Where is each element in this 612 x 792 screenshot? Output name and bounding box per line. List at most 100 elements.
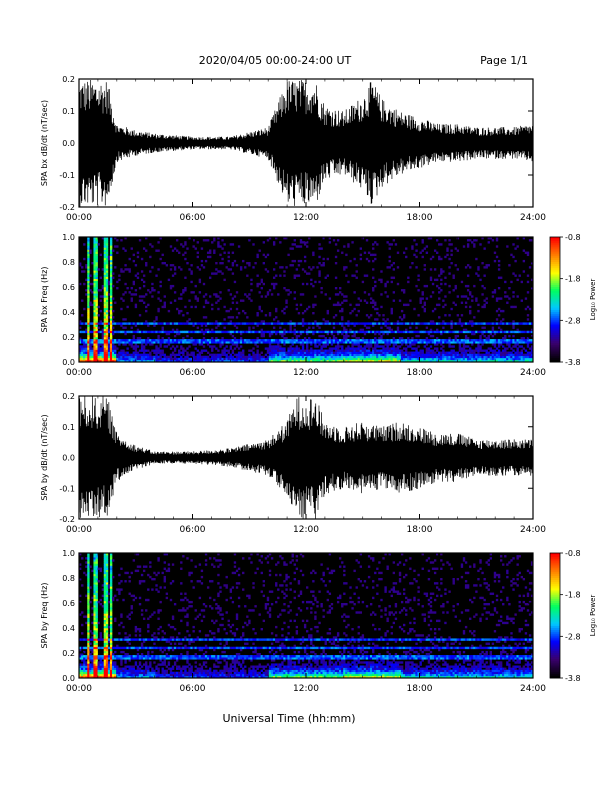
spectrogram-cell: [248, 339, 251, 342]
spectrogram-cell: [314, 339, 317, 342]
spectrogram-cell: [124, 655, 127, 658]
spectrogram-cell: [530, 347, 534, 350]
spectrogram-cell: [213, 339, 216, 342]
spectrogram-cell: [491, 326, 495, 329]
spectrogram-cell: [87, 619, 90, 623]
spectrogram-cell: [277, 343, 280, 346]
spectrogram-cell: [380, 339, 383, 342]
spectrogram-cell: [330, 359, 334, 363]
spectrogram-cell: [97, 341, 100, 344]
spectrogram-cell: [411, 353, 414, 357]
colorbar-tick-label: -0.8: [565, 233, 581, 242]
spectrogram-cell: [116, 239, 119, 242]
spectrogram-cell: [118, 592, 121, 595]
spectrogram-cell: [93, 332, 96, 336]
spectrogram-cell: [211, 359, 214, 363]
spectrogram-cell: [483, 322, 486, 325]
spectrogram-cell: [105, 634, 109, 637]
spectrogram-cell: [95, 640, 98, 643]
spectrogram-cell: [136, 638, 140, 641]
spectrogram-cell: [93, 569, 96, 573]
spectrogram-cell: [128, 339, 131, 342]
spectrogram-cell: [415, 357, 418, 361]
spectrogram-cell: [471, 339, 474, 342]
spectrogram-cell: [372, 347, 375, 350]
spectrogram-cell: [471, 330, 474, 334]
spectrogram-cell: [429, 334, 433, 338]
spectrogram-cell: [460, 347, 464, 350]
colorbar-swatch: [550, 316, 560, 319]
spectrogram-cell: [81, 665, 84, 668]
spectrogram-cell: [157, 355, 160, 359]
spectrogram-cell: [142, 355, 146, 359]
spectrogram-cell: [400, 351, 404, 354]
spectrogram-cell: [417, 345, 420, 348]
spectrogram-cell: [359, 353, 363, 357]
spectrogram-cell: [83, 650, 86, 654]
spectrogram-cell: [169, 359, 173, 363]
spectrogram-cell: [235, 355, 239, 359]
spectrogram-cell: [423, 353, 426, 357]
spectrogram-cell: [134, 353, 138, 357]
spectrogram-cell: [485, 301, 488, 304]
spectrogram-cell: [87, 278, 90, 282]
spectrogram-cell: [398, 322, 402, 325]
spectrogram-cell: [145, 293, 148, 296]
spectrogram-cell: [134, 289, 138, 292]
spectrogram-cell: [93, 632, 96, 635]
spectrogram-cell: [336, 239, 340, 242]
spectrogram-cell: [392, 239, 396, 242]
spectrogram-cell: [97, 351, 100, 354]
spectrogram-cell: [433, 359, 437, 363]
spectrogram-cell: [402, 353, 406, 357]
spectrogram-cell: [402, 347, 406, 350]
spectrogram-cell: [79, 675, 82, 679]
spectrogram-cell: [456, 330, 460, 334]
spectrogram-cell: [116, 245, 119, 248]
spectrogram-cell: [256, 341, 259, 344]
spectrogram-cell: [91, 291, 94, 294]
spectrogram-cell: [219, 297, 222, 300]
spectrogram-cell: [516, 359, 519, 363]
spectrogram-cell: [314, 351, 317, 354]
spectrogram-cell: [89, 343, 92, 346]
spectrogram-cell: [516, 343, 519, 346]
spectrogram-cell: [79, 359, 82, 363]
spectrogram-cell: [180, 268, 183, 271]
spectrogram-cell: [103, 245, 107, 248]
spectrogram-cell: [204, 341, 208, 344]
spectrogram-cell: [442, 357, 445, 361]
spectrogram-cell: [132, 351, 136, 354]
spectrogram-cell: [343, 357, 346, 361]
spectrogram-cell: [411, 359, 414, 363]
spectrogram-cell: [376, 341, 379, 344]
spectrogram-cell: [512, 339, 515, 342]
spectrogram-cell: [363, 274, 367, 277]
spectrogram-cell: [324, 293, 327, 296]
spectrogram-cell: [126, 351, 129, 354]
spectrogram-cell: [217, 330, 220, 334]
spectrogram-cell: [438, 316, 441, 319]
spectrogram-cell: [145, 339, 148, 342]
spectrogram-cell: [287, 353, 290, 357]
spectrogram-cell: [79, 345, 82, 348]
spectrogram-cell: [105, 266, 109, 269]
spectrogram-cell: [285, 289, 288, 292]
spectrogram-cell: [87, 653, 90, 656]
spectrogram-cell: [171, 353, 175, 357]
spectrogram-cell: [438, 255, 441, 259]
spectrogram-cell: [483, 341, 486, 344]
spectrogram-cell: [452, 339, 455, 342]
spectrogram-cell: [223, 351, 226, 354]
spectrogram-cell: [380, 353, 383, 357]
spectrogram-cell: [147, 337, 150, 340]
spectrogram-cell: [109, 245, 113, 248]
spectrogram-cell: [431, 282, 435, 286]
spectrogram-cell: [339, 322, 342, 325]
spectrogram-cell: [462, 295, 466, 298]
spectrogram-cell: [394, 339, 398, 342]
spectrogram-cell: [328, 349, 332, 352]
spectrogram-cell: [497, 339, 501, 342]
spectrogram-cell: [122, 247, 125, 250]
spectrogram-cell: [520, 345, 523, 348]
